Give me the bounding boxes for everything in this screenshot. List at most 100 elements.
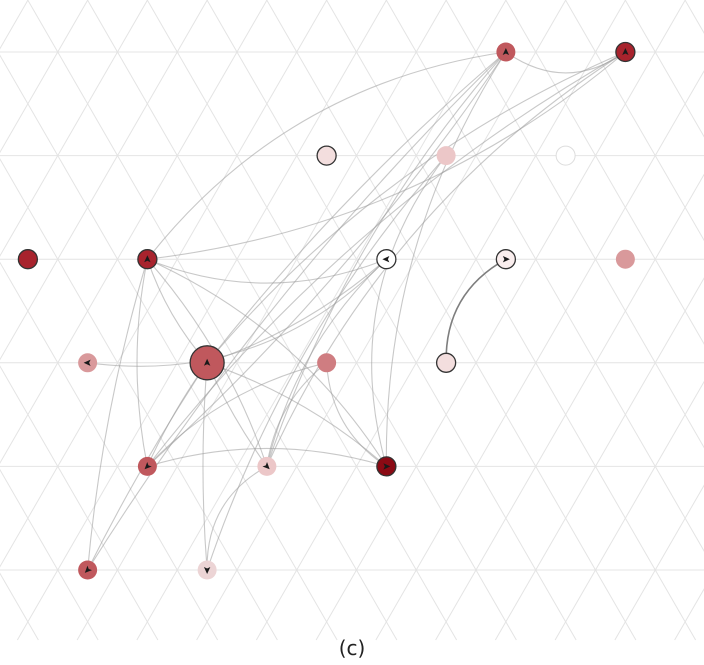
node-circle — [436, 146, 456, 166]
grid-line — [0, 54, 338, 641]
graph-edge — [206, 155, 447, 571]
graph-edge — [146, 362, 327, 467]
nodes — [17, 41, 636, 580]
grid-line — [0, 468, 99, 641]
triangular-grid — [0, 0, 704, 641]
arrow-head-icon — [502, 48, 510, 55]
graph-edge — [147, 258, 387, 284]
grid-line — [614, 484, 704, 641]
grid-line — [385, 0, 704, 552]
graph-edge — [206, 362, 268, 467]
graph-edge — [206, 258, 387, 364]
arrow-head-icon — [83, 359, 91, 366]
grid-line — [255, 0, 627, 641]
graph-node — [17, 249, 39, 270]
node-circle — [316, 145, 337, 166]
arrow-head-icon — [262, 462, 270, 470]
arrow-head-icon — [144, 462, 152, 470]
graph-edge — [147, 447, 387, 467]
grid-line — [0, 0, 149, 257]
grid-line — [0, 365, 159, 641]
graph-node — [495, 249, 517, 270]
arrow-head-icon — [203, 567, 211, 574]
graph-edge — [147, 51, 626, 260]
graph-node — [137, 456, 157, 476]
grid-line — [564, 0, 704, 242]
graph-node — [376, 249, 397, 270]
graph-node — [78, 560, 98, 580]
graph-node — [78, 353, 98, 373]
grid-line — [16, 0, 388, 641]
graph-edge — [206, 51, 507, 364]
grid-line — [0, 0, 268, 464]
graph-node — [496, 42, 516, 62]
arrow-head-icon — [382, 256, 390, 263]
grid-line — [375, 70, 704, 641]
graph-edge — [87, 258, 387, 367]
grid-line — [505, 0, 704, 345]
grid-line — [76, 0, 447, 641]
graph-edge — [146, 51, 506, 260]
graph-edge — [266, 51, 626, 467]
graph-node — [189, 345, 225, 381]
grid-line — [435, 173, 704, 641]
graph-node — [615, 249, 635, 269]
graph-node — [317, 353, 337, 373]
grid-line — [196, 0, 567, 641]
graph-node — [376, 456, 397, 477]
arrow-head-icon — [84, 565, 93, 573]
graph-edge — [147, 51, 507, 467]
graph-edge — [206, 362, 387, 467]
node-circle — [435, 352, 457, 373]
grid-line — [445, 0, 704, 449]
graph-node — [137, 249, 158, 270]
node-circle — [555, 145, 576, 166]
grid-line — [0, 0, 89, 154]
grid-line — [624, 0, 704, 138]
arrow-head-icon — [144, 255, 151, 263]
grid-line — [0, 261, 219, 641]
grid-line — [136, 0, 507, 641]
graph-node — [197, 560, 217, 580]
grid-line — [0, 0, 328, 568]
graph-edge — [87, 259, 148, 571]
grid-line — [266, 0, 637, 641]
graph-edge — [136, 259, 148, 467]
graph-edge — [445, 258, 507, 363]
graph-node — [436, 146, 456, 166]
grid-line — [0, 0, 208, 361]
figure-caption: (c) — [338, 636, 366, 660]
graph-edge — [146, 362, 208, 467]
arrow-head-icon — [203, 358, 211, 366]
arrow-head-icon — [622, 48, 629, 55]
graph-node — [435, 352, 457, 373]
graph-edge — [87, 51, 507, 571]
grid-line — [325, 0, 697, 641]
arrow-head-icon — [502, 256, 510, 263]
grid-line — [554, 380, 704, 641]
graph-node — [257, 456, 277, 476]
grid-line — [27, 0, 398, 641]
graph-edge — [371, 155, 447, 467]
edges — [87, 51, 626, 571]
arrow-head-icon — [383, 463, 391, 470]
graph-node — [555, 145, 576, 166]
graph-edge — [266, 362, 327, 467]
node-circle — [17, 249, 39, 270]
grid-line — [315, 0, 686, 641]
node-circle — [317, 353, 337, 373]
graph-node — [316, 145, 337, 166]
grid-line — [0, 158, 278, 641]
graph-node — [615, 41, 636, 63]
grid-line — [494, 277, 704, 641]
graph-edge — [266, 258, 387, 467]
grid-line — [86, 0, 458, 641]
graph-edge — [385, 51, 507, 467]
node-circle — [615, 249, 635, 269]
grid-line — [206, 0, 577, 641]
graph-edge — [206, 51, 626, 364]
grid-line — [684, 0, 704, 34]
graph-edge — [202, 362, 208, 571]
graph-edge — [206, 465, 268, 571]
